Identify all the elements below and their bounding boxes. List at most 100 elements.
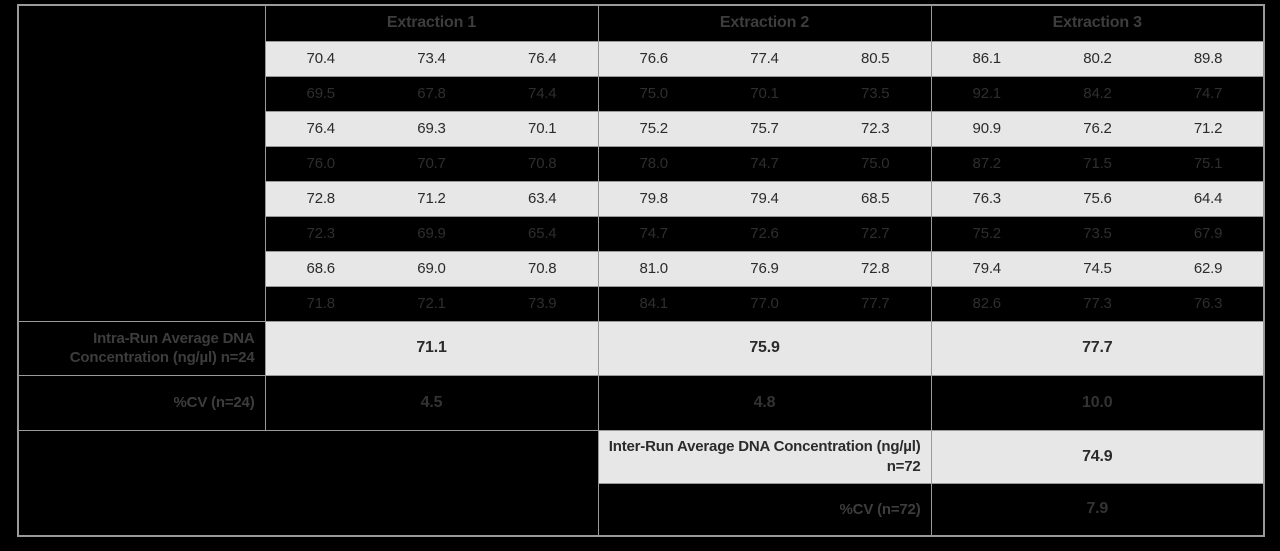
replicate-value-r4-c2: 70.7 xyxy=(376,145,487,181)
replicate-value-r7-c4: 81.0 xyxy=(597,250,709,286)
replicate-value-r6-c1: 72.3 xyxy=(264,215,376,251)
replicate-value-r4-c7: 87.2 xyxy=(930,145,1042,181)
replicate-row-5: 72.8 71.2 63.4 79.8 79.4 68.5 76.3 75.6 64.4 xyxy=(18,180,1265,216)
page: Extraction 1 Extraction 2 Extraction 3 7… xyxy=(17,4,1266,537)
replicate-value-r8-c7: 82.6 xyxy=(930,285,1042,321)
replicate-value-r3-c5: 75.7 xyxy=(709,110,820,146)
inter-run-cv-label: %CV (n=72) xyxy=(597,482,931,536)
replicate-value-r7-c3: 70.8 xyxy=(487,250,598,286)
replicate-value-r5-c7: 76.3 xyxy=(930,180,1042,216)
replicate-value-r6-c3: 65.4 xyxy=(487,215,598,251)
replicate-value-r4-c5: 74.7 xyxy=(709,145,820,181)
intra-run-cv-extraction-2: 4.8 xyxy=(597,374,931,430)
replicate-value-r2-c2: 67.8 xyxy=(376,75,487,111)
replicate-value-r1-c2: 73.4 xyxy=(376,40,487,76)
header-extraction-3: Extraction 3 xyxy=(930,5,1265,41)
replicate-value-r5-c5: 79.4 xyxy=(709,180,820,216)
replicate-row-4: 76.0 70.7 70.8 78.0 74.7 75.0 87.2 71.5 75.1 xyxy=(18,145,1265,181)
replicate-value-r7-c7: 79.4 xyxy=(930,250,1042,286)
intra-run-cv-extraction-1: 4.5 xyxy=(264,374,598,430)
replicate-value-r3-c4: 75.2 xyxy=(597,110,709,146)
replicate-value-r4-c4: 78.0 xyxy=(597,145,709,181)
replicate-value-r1-c8: 80.2 xyxy=(1042,40,1153,76)
inter-run-average-value: 74.9 xyxy=(930,429,1265,483)
replicate-row-1: 70.4 73.4 76.4 76.6 77.4 80.5 86.1 80.2 89.8 xyxy=(18,40,1265,76)
replicate-value-r5-c8: 75.6 xyxy=(1042,180,1153,216)
replicate-value-r8-c4: 84.1 xyxy=(597,285,709,321)
inter-run-average-label: Inter-Run Average DNA Concentration (ng/… xyxy=(597,429,931,483)
replicate-value-r1-c6: 80.5 xyxy=(820,40,931,76)
replicate-value-r6-c4: 74.7 xyxy=(597,215,709,251)
replicate-value-r1-c9: 89.8 xyxy=(1153,40,1265,76)
replicate-value-r2-c6: 73.5 xyxy=(820,75,931,111)
replicate-value-r6-c6: 72.7 xyxy=(820,215,931,251)
header-row: Extraction 1 Extraction 2 Extraction 3 xyxy=(18,5,1265,321)
replicate-value-r4-c3: 70.8 xyxy=(487,145,598,181)
replicate-value-r7-c9: 62.9 xyxy=(1153,250,1265,286)
replicate-value-r7-c5: 76.9 xyxy=(709,250,820,286)
replicate-value-r1-c4: 76.6 xyxy=(597,40,709,76)
intra-run-average-extraction-3: 77.7 xyxy=(930,320,1265,375)
replicate-value-r5-c3: 63.4 xyxy=(487,180,598,216)
replicate-value-r4-c9: 75.1 xyxy=(1153,145,1265,181)
replicate-value-r2-c5: 70.1 xyxy=(709,75,820,111)
replicate-value-r7-c6: 72.8 xyxy=(820,250,931,286)
replicate-value-r2-c1: 69.5 xyxy=(264,75,376,111)
intra-run-average-extraction-1: 71.1 xyxy=(264,320,598,375)
intra-run-average-label: Intra-Run Average DNA Concentration (ng/… xyxy=(18,320,265,375)
dna-concentration-table: Extraction 1 Extraction 2 Extraction 3 7… xyxy=(17,4,1266,537)
replicate-value-r3-c1: 76.4 xyxy=(264,110,376,146)
replicate-value-r1-c1: 70.4 xyxy=(264,40,376,76)
replicate-value-r8-c3: 73.9 xyxy=(487,285,598,321)
replicate-value-r2-c9: 74.7 xyxy=(1153,75,1265,111)
replicate-value-r6-c5: 72.6 xyxy=(709,215,820,251)
replicate-value-r6-c9: 67.9 xyxy=(1153,215,1265,251)
replicate-value-r7-c2: 69.0 xyxy=(376,250,487,286)
replicate-value-r6-c2: 69.9 xyxy=(376,215,487,251)
replicate-value-r1-c7: 86.1 xyxy=(930,40,1042,76)
replicate-value-r4-c8: 71.5 xyxy=(1042,145,1153,181)
replicate-row-8: 71.8 72.1 73.9 84.1 77.0 77.7 82.6 77.3 76.3 xyxy=(18,285,1265,321)
replicate-row-2: 69.5 67.8 74.4 75.0 70.1 73.5 92.1 84.2 74.7 xyxy=(18,75,1265,111)
replicate-row-3: 76.4 69.3 70.1 75.2 75.7 72.3 90.9 76.2 71.2 xyxy=(18,110,1265,146)
replicate-value-r4-c1: 76.0 xyxy=(264,145,376,181)
replicate-value-r3-c9: 71.2 xyxy=(1153,110,1265,146)
header-extraction-2: Extraction 2 xyxy=(597,5,931,41)
replicate-row-7: 68.6 69.0 70.8 81.0 76.9 72.8 79.4 74.5 62.9 xyxy=(18,250,1265,286)
replicate-value-r5-c9: 64.4 xyxy=(1153,180,1265,216)
replicate-value-r5-c6: 68.5 xyxy=(820,180,931,216)
replicate-value-r8-c1: 71.8 xyxy=(264,285,376,321)
replicate-value-r5-c1: 72.8 xyxy=(264,180,376,216)
replicate-value-r1-c3: 76.4 xyxy=(487,40,598,76)
replicate-value-r3-c8: 76.2 xyxy=(1042,110,1153,146)
inter-run-cv-value: 7.9 xyxy=(930,482,1265,536)
replicate-value-r7-c1: 68.6 xyxy=(264,250,376,286)
intra-run-average-row: Intra-Run Average DNA Concentration (ng/… xyxy=(18,320,1265,375)
replicate-value-r5-c2: 71.2 xyxy=(376,180,487,216)
replicate-value-r8-c9: 76.3 xyxy=(1153,285,1265,321)
intra-run-average-extraction-2: 75.9 xyxy=(597,320,931,375)
corner-spacer-cell xyxy=(18,5,265,321)
header-extraction-1: Extraction 1 xyxy=(264,5,598,41)
intra-run-cv-row: %CV (n=24) 4.5 4.8 10.0 xyxy=(18,374,1265,430)
replicate-value-r8-c2: 72.1 xyxy=(376,285,487,321)
inter-run-cv-row: %CV (n=72) 7.9 xyxy=(18,482,1265,536)
replicate-value-r8-c5: 77.0 xyxy=(709,285,820,321)
replicate-value-r3-c7: 90.9 xyxy=(930,110,1042,146)
replicate-value-r2-c8: 84.2 xyxy=(1042,75,1153,111)
bottom-spacer-cell xyxy=(18,429,598,536)
replicate-value-r2-c7: 92.1 xyxy=(930,75,1042,111)
replicate-value-r2-c4: 75.0 xyxy=(597,75,709,111)
replicate-value-r5-c4: 79.8 xyxy=(597,180,709,216)
inter-run-average-row: Inter-Run Average DNA Concentration (ng/… xyxy=(18,429,1265,536)
replicate-value-r6-c7: 75.2 xyxy=(930,215,1042,251)
intra-run-cv-label: %CV (n=24) xyxy=(18,374,265,430)
replicate-value-r1-c5: 77.4 xyxy=(709,40,820,76)
replicate-value-r6-c8: 73.5 xyxy=(1042,215,1153,251)
replicate-value-r2-c3: 74.4 xyxy=(487,75,598,111)
replicate-value-r7-c8: 74.5 xyxy=(1042,250,1153,286)
replicate-row-6: 72.3 69.9 65.4 74.7 72.6 72.7 75.2 73.5 67.9 xyxy=(18,215,1265,251)
intra-run-cv-extraction-3: 10.0 xyxy=(930,374,1265,430)
replicate-value-r3-c2: 69.3 xyxy=(376,110,487,146)
replicate-value-r8-c8: 77.3 xyxy=(1042,285,1153,321)
